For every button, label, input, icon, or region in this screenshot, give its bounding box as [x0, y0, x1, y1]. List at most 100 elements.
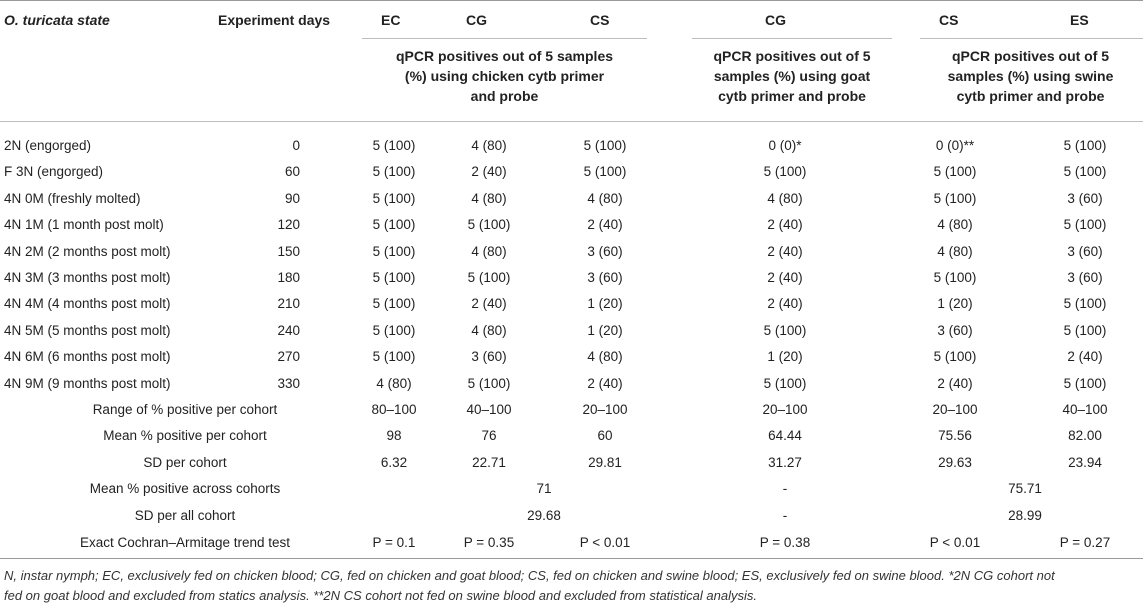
across-label: Mean % positive across cohorts — [89, 481, 281, 497]
cell-cs2: 5 (100) — [933, 349, 977, 365]
across-row: SD per all cohort 29.68 - 28.99 — [0, 503, 1143, 529]
cell-ec: 4 (80) — [376, 375, 412, 391]
cell-es: 5 (100) — [1063, 138, 1107, 153]
across-goat: - — [782, 481, 788, 497]
cell-cg2: 5 (100) — [763, 164, 807, 180]
cell-cg1: 5 (100) — [467, 217, 511, 233]
cell-cs1: 1 (20) — [587, 296, 623, 312]
cell-cg2: 2 (40) — [767, 217, 803, 233]
cell-days: 0 — [292, 138, 300, 153]
cell-cg1: 4 (80) — [471, 243, 507, 259]
cell-cs1: 5 (100) — [583, 138, 627, 153]
stats-cs2: 75.56 — [938, 428, 972, 444]
across-label: SD per all cohort — [134, 507, 236, 523]
cell-cg2: 5 (100) — [763, 375, 807, 391]
header-ec: EC — [381, 12, 401, 28]
table-row: 4N 6M (6 months post molt) 270 5 (100) 3 (6… — [0, 344, 1143, 370]
bottom-rule — [0, 558, 1143, 559]
cell-cg2: 2 (40) — [767, 296, 803, 312]
across-goat: - — [782, 507, 788, 523]
header-state: O. turicata state — [4, 12, 110, 28]
cell-cs2: 4 (80) — [937, 243, 973, 259]
cell-es: 5 (100) — [1063, 375, 1107, 391]
stats-es: 23.94 — [1068, 454, 1102, 470]
stats-cg2: 20–100 — [762, 402, 808, 417]
table-row: 4N 0M (freshly molted) 90 5 (100) 4 (80) 4 (… — [0, 186, 1143, 212]
table-row: 4N 2M (2 months post molt) 150 5 (100) 4 (8… — [0, 239, 1143, 265]
cell-days: 90 — [284, 190, 300, 206]
trend-label: Exact Cochran–Armitage trend test — [79, 535, 291, 550]
cell-es: 5 (100) — [1063, 217, 1107, 233]
cell-cg1: 5 (100) — [467, 270, 511, 285]
cell-days: 150 — [277, 243, 300, 259]
trend-cs2: P < 0.01 — [929, 535, 981, 550]
cell-ec: 5 (100) — [372, 190, 416, 206]
cell-cg2: 5 (100) — [763, 322, 807, 338]
stats-es: 40–100 — [1062, 402, 1108, 417]
trend-cg1: P = 0.35 — [463, 535, 515, 550]
header-cg-goat: CG — [765, 12, 786, 28]
header-days: Experiment days — [218, 12, 331, 28]
cell-es: 5 (100) — [1063, 296, 1107, 312]
table-row: 4N 3M (3 months post molt) 180 5 (100) 5 (1… — [0, 265, 1143, 291]
cell-cg2: 4 (80) — [767, 190, 803, 206]
footnote: N, instar nymph; EC, exclusively fed on … — [4, 566, 1114, 606]
stats-cg1: 22.71 — [472, 454, 506, 470]
stats-label: Range of % positive per cohort — [92, 402, 278, 417]
cell-state: 2N (engorged) — [4, 138, 92, 153]
cell-cg1: 4 (80) — [471, 138, 507, 153]
stats-cs1: 20–100 — [582, 402, 628, 417]
cell-cg2: 1 (20) — [767, 349, 803, 365]
cell-es: 3 (60) — [1067, 243, 1103, 259]
cell-cg1: 2 (40) — [471, 164, 507, 180]
cell-cs2: 5 (100) — [933, 190, 977, 206]
cell-state: 4N 2M (2 months post molt) — [4, 243, 171, 259]
trend-row: Exact Cochran–Armitage trend test P = 0.… — [0, 530, 1143, 556]
table-row: 4N 1M (1 month post molt) 120 5 (100) 5 (10… — [0, 212, 1143, 238]
cell-cg1: 2 (40) — [471, 296, 507, 312]
cell-cs1: 4 (80) — [587, 349, 623, 365]
trend-cs1: P < 0.01 — [579, 535, 631, 550]
stats-label: SD per cohort — [143, 454, 227, 470]
table-row: 4N 9M (9 months post molt) 330 4 (80) 5 (10… — [0, 371, 1143, 397]
stats-row: Range of % positive per cohort 80–100 40–1… — [0, 397, 1143, 423]
across-chicken: 71 — [536, 481, 552, 497]
cell-state: 4N 1M (1 month post molt) — [4, 217, 164, 233]
stats-ec: 80–100 — [371, 402, 417, 417]
across-chicken: 29.68 — [527, 507, 561, 523]
cell-state: 4N 0M (freshly molted) — [4, 190, 141, 206]
cell-cs1: 2 (40) — [587, 375, 623, 391]
cell-state: 4N 4M (4 months post molt) — [4, 296, 171, 312]
cell-ec: 5 (100) — [372, 322, 416, 338]
cell-cg2: 2 (40) — [767, 270, 803, 285]
cell-cg1: 5 (100) — [467, 375, 511, 391]
header-divider-swine — [920, 38, 1143, 39]
header-cs-chicken: CS — [590, 12, 610, 28]
cell-ec: 5 (100) — [372, 138, 416, 153]
cell-es: 3 (60) — [1067, 190, 1103, 206]
stats-cg2: 64.44 — [768, 428, 802, 444]
cell-cs1: 1 (20) — [587, 322, 623, 338]
cell-ec: 5 (100) — [372, 164, 416, 180]
table-row: 4N 4M (4 months post molt) 210 5 (100) 2 (4… — [0, 291, 1143, 317]
stats-ec: 6.32 — [380, 454, 408, 470]
cell-cs2: 1 (20) — [937, 296, 973, 312]
cell-cs1: 4 (80) — [587, 190, 623, 206]
trend-ec: P = 0.1 — [372, 535, 416, 550]
group-swine: qPCR positives out of 5 samples (%) usin… — [947, 48, 1114, 104]
stats-cg1: 76 — [481, 428, 497, 444]
cell-es: 5 (100) — [1063, 322, 1107, 338]
stats-label: Mean % positive per cohort — [103, 428, 267, 444]
cell-cs2: 2 (40) — [937, 375, 973, 391]
header-divider-chicken — [362, 38, 647, 39]
stats-cs2: 29.63 — [938, 454, 972, 470]
cell-ec: 5 (100) — [372, 243, 416, 259]
cell-days: 120 — [277, 217, 300, 233]
cell-es: 2 (40) — [1067, 349, 1103, 365]
footnote-line-2: fed on goat blood and excluded from stat… — [4, 588, 757, 603]
cell-days: 330 — [277, 375, 300, 391]
cell-state: 4N 9M (9 months post molt) — [4, 375, 171, 391]
table-row: 2N (engorged) 0 5 (100) 4 (80) 5 (100) 0 (0)*… — [0, 133, 1143, 159]
cell-days: 270 — [277, 349, 300, 365]
group-goat: qPCR positives out of 5 samples (%) usin… — [713, 48, 871, 104]
